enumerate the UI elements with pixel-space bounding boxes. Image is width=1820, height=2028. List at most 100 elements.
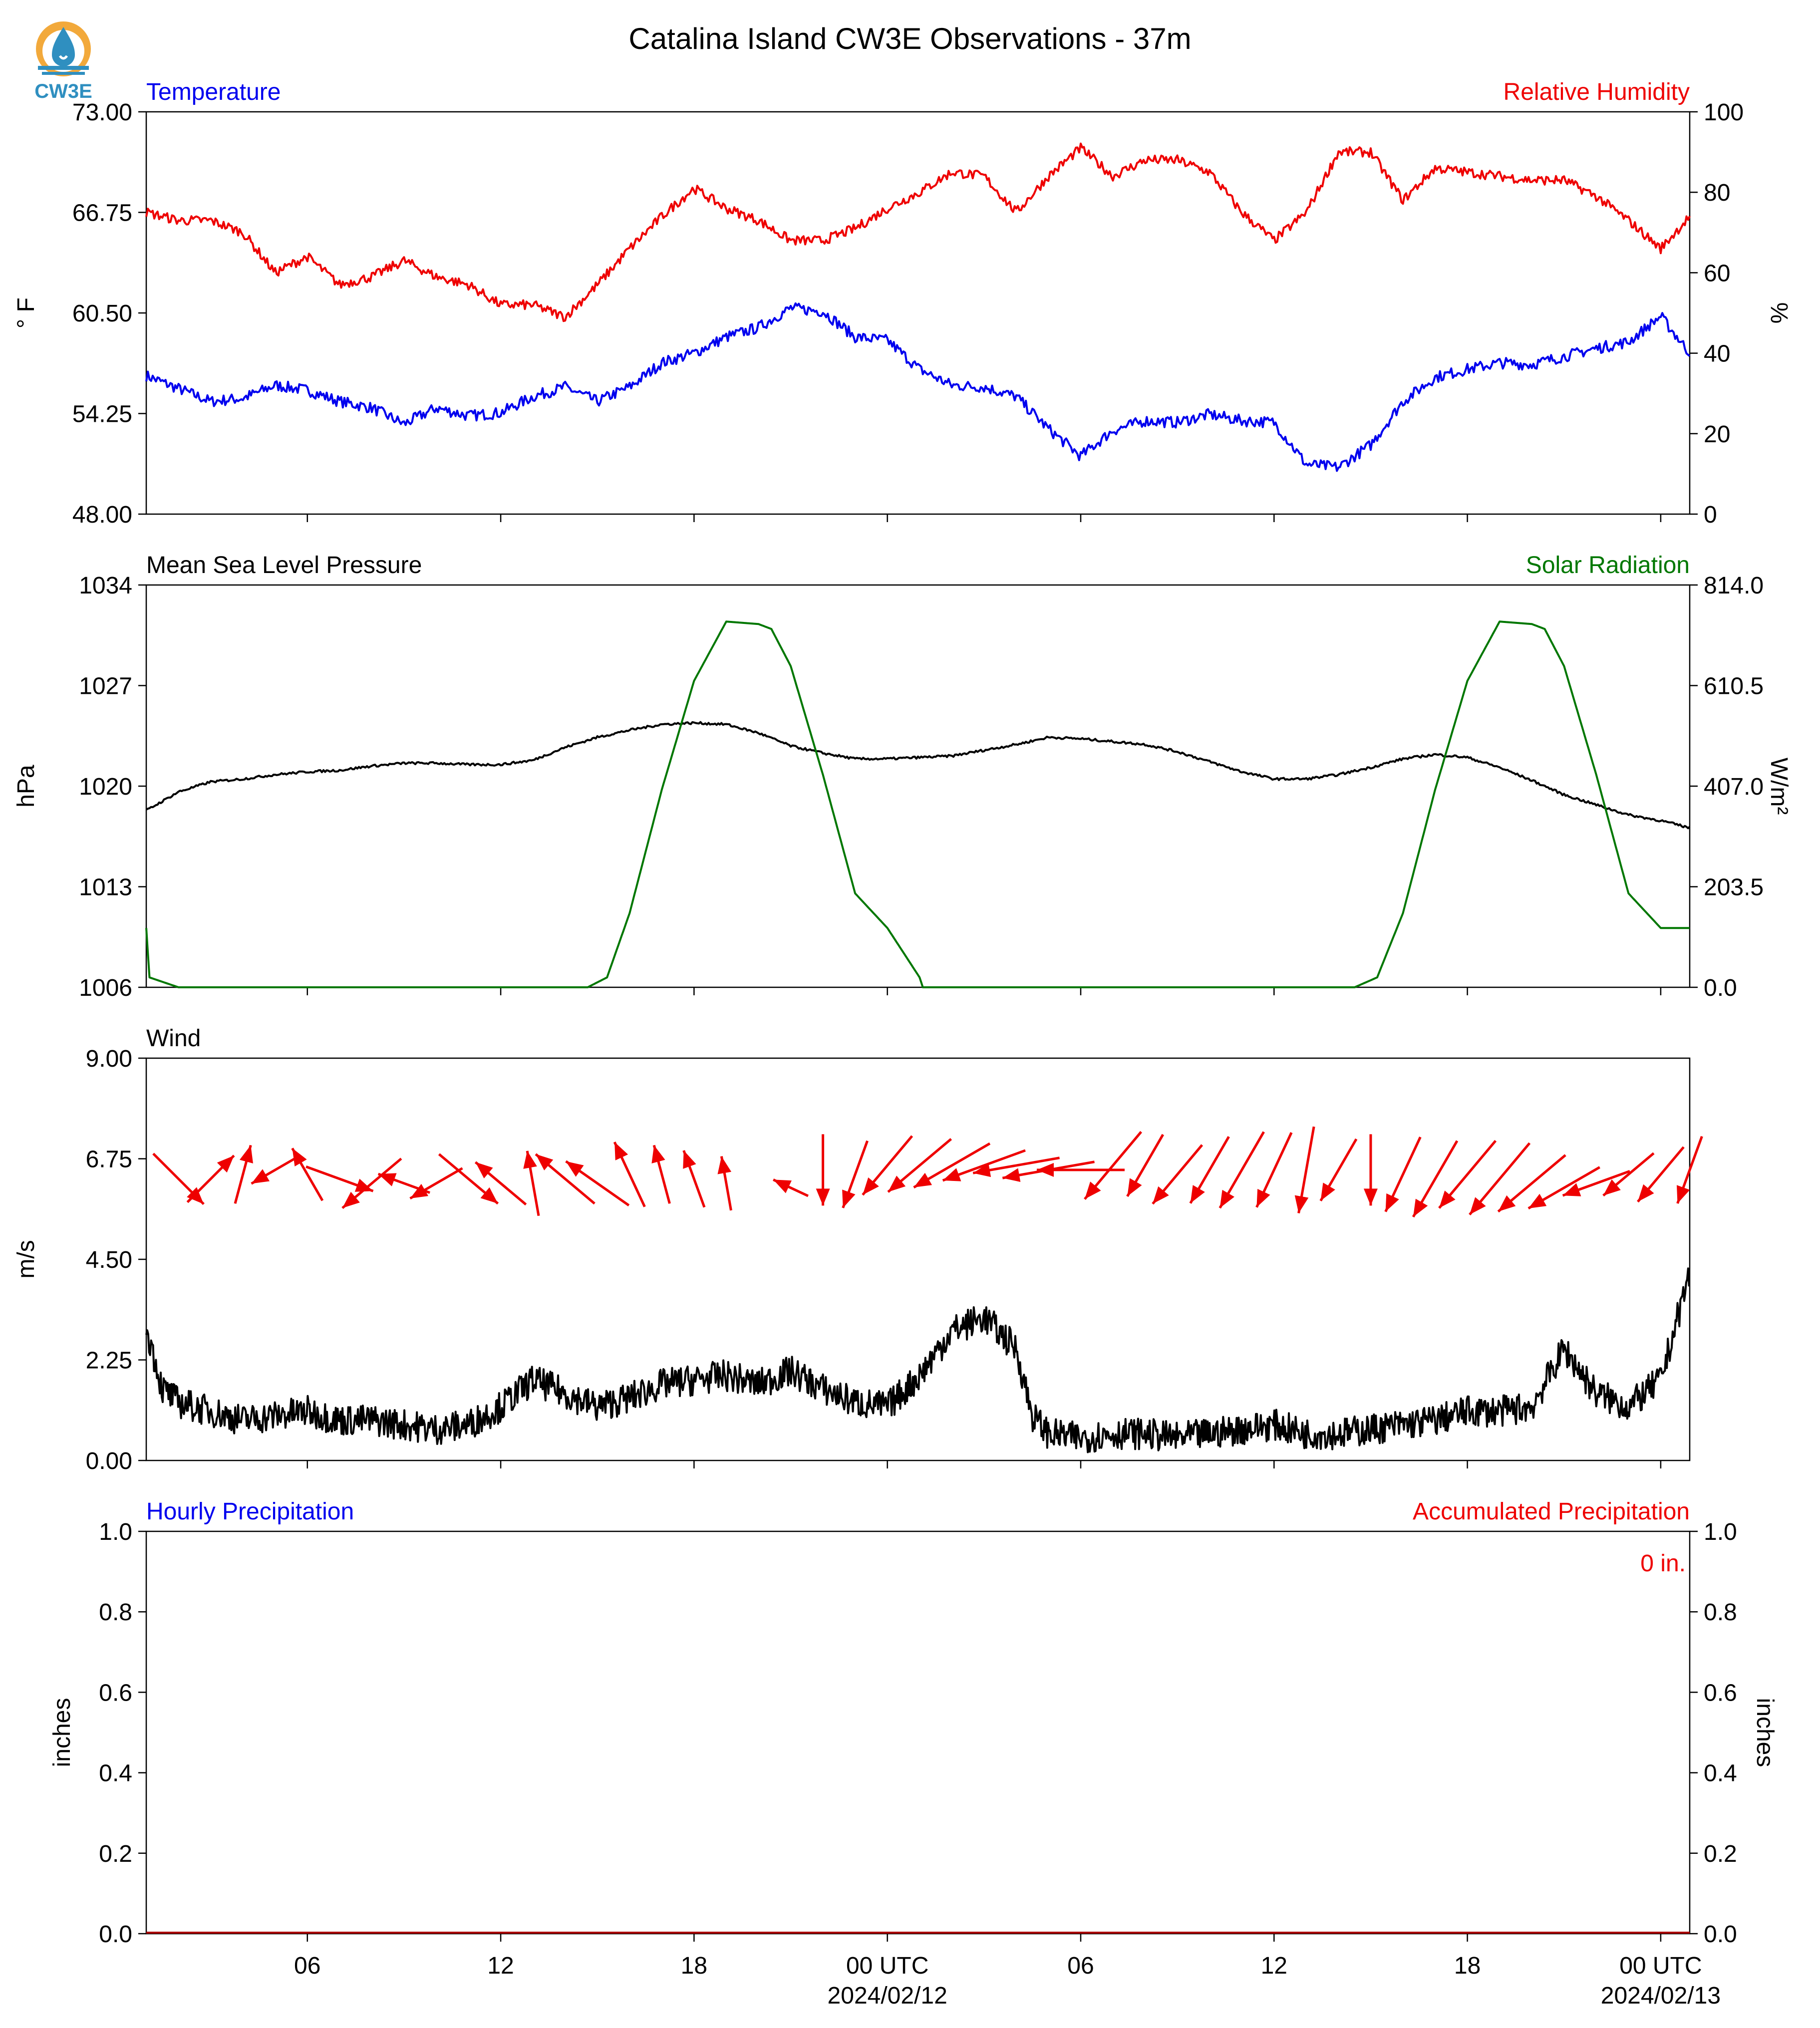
panel-4: 06 12 18 00 UTC 2024/02/12 06 12 18 00 UTC 2024/0… (49, 1498, 1778, 2009)
y-axis-label-left: inches (49, 1698, 75, 1767)
plot-frame (145, 1057, 1691, 1461)
panel-left-title: Mean Sea Level Pressure (146, 552, 422, 579)
y-tick-label-left: 1.0 (99, 1519, 132, 1545)
wind-arrow (1497, 1154, 1566, 1213)
panel-right-title: Solar Radiation (1526, 552, 1690, 579)
wind-arrow (651, 1145, 671, 1204)
y-tick-label-right: 100 (1704, 99, 1744, 126)
panel-left-title: Wind (146, 1025, 201, 1052)
logo-text: CW3E (34, 80, 92, 102)
x-tick-label: 06 (294, 1953, 320, 1979)
y-tick-label-left: 48.00 (72, 502, 132, 528)
y-tick-label-left: 66.75 (72, 200, 132, 227)
cw3e-logo: CW3E (31, 18, 96, 103)
wind-arrow (1527, 1166, 1600, 1210)
y-axis-label-left: m/s (13, 1240, 39, 1278)
wind-arrow (1218, 1131, 1265, 1209)
y-tick-label-left: 1006 (79, 975, 132, 1001)
wind-arrow (186, 1155, 235, 1203)
logo-drop-icon (52, 27, 75, 66)
wind-arrow (972, 1157, 1060, 1177)
wind-arrow (234, 1145, 253, 1204)
x-tick-label: 06 (1067, 1953, 1094, 1979)
wind-arrow (1319, 1138, 1358, 1202)
x-date-label: 2024/02/12 (828, 1983, 947, 2009)
x-tick-label: 18 (681, 1953, 707, 1979)
wind-arrow (291, 1148, 324, 1201)
wind-arrow (1384, 1137, 1422, 1212)
wind-arrow (913, 1142, 991, 1189)
wind-arrow (1294, 1126, 1315, 1213)
y-axis-label-left: hPa (13, 765, 39, 808)
wind-arrow (1469, 1142, 1531, 1216)
wind-arrow (1255, 1132, 1293, 1208)
x-tick-label: 12 (487, 1953, 514, 1979)
y-tick-label-right: 0 (1704, 502, 1717, 528)
plot-frame (145, 1530, 1691, 1935)
y-axis-label-left: ° F (13, 297, 39, 328)
wind-arrow (816, 1134, 830, 1206)
y-tick-label-left: 54.25 (72, 401, 132, 428)
wind-arrow (887, 1138, 952, 1193)
x-tick-label: 18 (1454, 1953, 1481, 1979)
chart-panels: 48.00 54.25 60.50 66.75 73.00 0 20 40 60 80 100 Tem… (13, 79, 1792, 2009)
y-tick-label-left: 1027 (79, 673, 132, 700)
y-tick-label-left: 9.00 (86, 1046, 132, 1072)
wind-arrow (409, 1167, 463, 1200)
y-tick-label-right: 0.4 (1704, 1760, 1737, 1787)
y-axis-label-right: % (1766, 302, 1792, 324)
y-axis-label-right: inches (1752, 1698, 1778, 1767)
panel-left-title: Temperature (146, 79, 281, 105)
y-tick-label-left: 0.0 (99, 1921, 132, 1948)
y-tick-label-left: 6.75 (86, 1147, 132, 1173)
wind-arrow (1562, 1169, 1630, 1197)
y-tick-label-right: 407.0 (1704, 774, 1764, 800)
y-tick-label-left: 73.00 (72, 99, 132, 126)
wind-arrow (862, 1135, 913, 1196)
wind-arrow (1412, 1140, 1459, 1218)
y-tick-label-right: 0.2 (1704, 1841, 1737, 1867)
y-tick-label-right: 60 (1704, 260, 1730, 287)
wind-speed-line (145, 1267, 1690, 1453)
pressure-line (146, 721, 1691, 830)
wind-arrow (438, 1153, 499, 1205)
x-tick-label: 00 UTC (846, 1953, 928, 1979)
wind-arrow (773, 1178, 809, 1197)
y-tick-label-right: 0.0 (1704, 975, 1737, 1001)
wind-arrow (1438, 1140, 1497, 1209)
y-tick-label-right: 610.5 (1704, 673, 1764, 700)
y-tick-label-right: 814.0 (1704, 573, 1764, 599)
wind-arrow (682, 1150, 706, 1208)
y-tick-label-right: 0.6 (1704, 1680, 1737, 1706)
wind-arrow (152, 1153, 205, 1205)
y-tick-label-left: 4.50 (86, 1247, 132, 1273)
solar-line (145, 620, 1690, 988)
panel-right-title: Accumulated Precipitation (1413, 1498, 1690, 1525)
x-tick-label: 00 UTC (1619, 1953, 1702, 1979)
wind-arrow (717, 1156, 732, 1211)
y-tick-label-left: 0.8 (99, 1599, 132, 1626)
wind-arrow (305, 1165, 374, 1192)
y-tick-label-right: 40 (1704, 341, 1730, 367)
wind-arrow (1084, 1131, 1143, 1200)
y-tick-label-left: 0.00 (86, 1448, 132, 1474)
panel-3: 0.00 2.25 4.50 6.75 9.00 Wind m/s (13, 1025, 1703, 1474)
y-tick-label-right: 0.8 (1704, 1599, 1737, 1626)
wind-arrow (1363, 1134, 1378, 1206)
wind-arrow (251, 1155, 300, 1185)
x-tick-label: 12 (1261, 1953, 1287, 1979)
y-tick-label-left: 0.4 (99, 1760, 132, 1787)
wind-arrow (1126, 1134, 1165, 1197)
wind-arrow (1189, 1136, 1230, 1204)
panel-right-title: Relative Humidity (1504, 79, 1690, 105)
temperature-line (145, 302, 1691, 472)
y-tick-label-left: 60.50 (72, 300, 132, 327)
y-tick-label-left: 1013 (79, 874, 132, 901)
panel-left-title: Hourly Precipitation (146, 1498, 354, 1525)
y-tick-label-left: 0.6 (99, 1680, 132, 1706)
y-tick-label-right: 0.0 (1704, 1921, 1737, 1948)
y-tick-label-right: 80 (1704, 180, 1730, 206)
y-axis-label-right: W/m² (1766, 758, 1792, 815)
wind-arrow (613, 1141, 646, 1207)
wind-arrow (1152, 1144, 1204, 1205)
